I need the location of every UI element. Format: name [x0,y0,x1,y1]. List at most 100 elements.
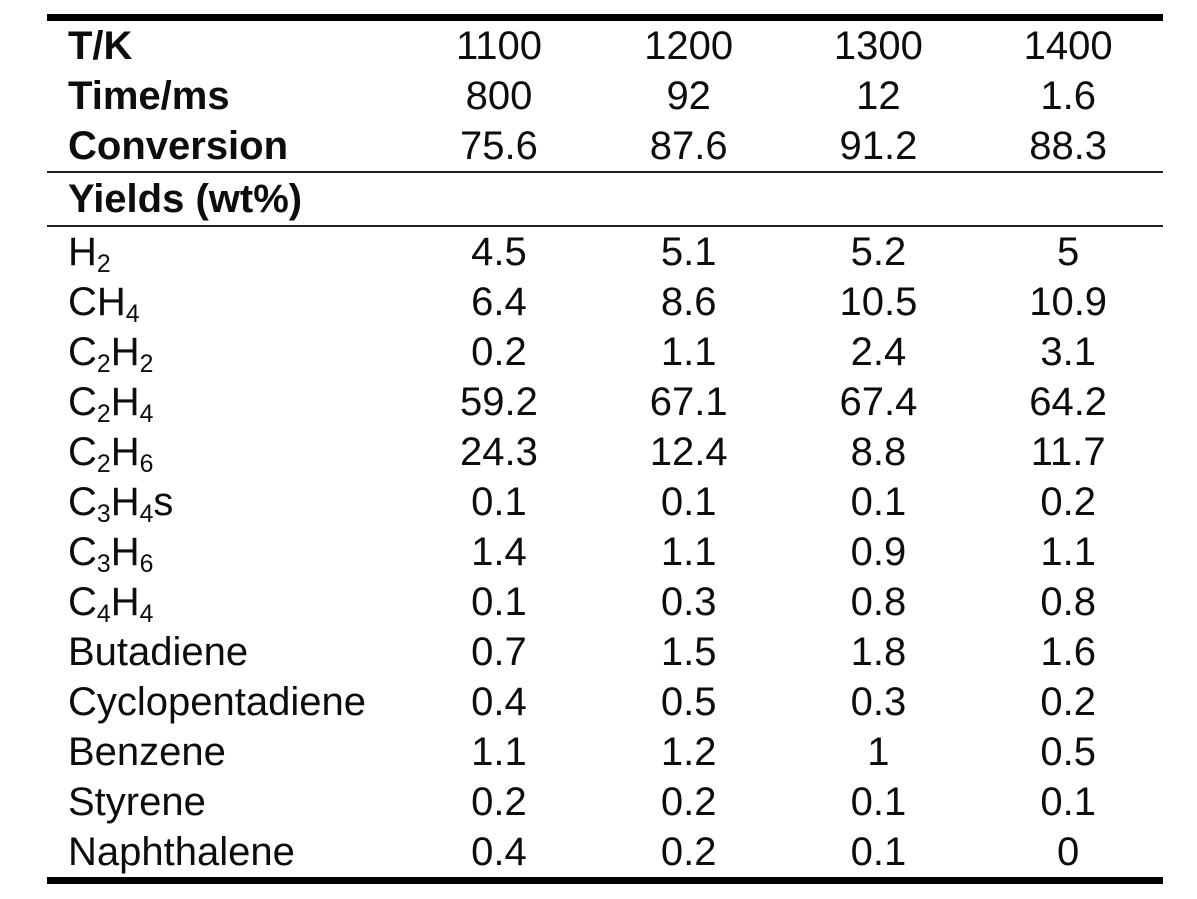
table-row: C2H6 24.3 12.4 8.8 11.7 [47,427,1163,477]
cell-value: 3.1 [1040,330,1096,374]
cell-value: 1.1 [660,330,717,374]
cell-value: 1400 [1023,24,1113,68]
row-label: Time/ms [68,74,230,118]
cell-value: 1100 [455,24,542,68]
cell-value: 1.5 [660,630,717,674]
row-label: C2H2 [68,330,154,378]
cell-value: 0.1 [850,780,907,824]
row-label: Naphthalene [68,830,295,874]
cell-value: 1.1 [660,530,717,574]
cell-value: 1.1 [471,730,527,774]
cell-value: 92 [666,74,711,118]
cell-value: 12 [856,74,901,118]
cell-value: 8.8 [850,430,907,474]
cell-value: 0.2 [660,780,717,824]
cell-value: 6.4 [471,280,527,324]
cell-value: 75.6 [460,124,538,168]
cell-value: 0.1 [850,830,907,874]
cell-value: 0.5 [660,680,717,724]
cell-value: 5 [1057,230,1080,274]
cell-value: 10.9 [1029,280,1108,324]
cell-value: 0.4 [471,680,527,724]
cell-value: 11.7 [1030,430,1106,474]
cell-value: 0.5 [1040,730,1096,774]
table-row: C3H4s 0.1 0.1 0.1 0.2 [47,477,1163,527]
cell-value: 1.6 [1040,630,1096,674]
cell-value: 10.5 [839,280,918,324]
pyrolysis-yields-table: T/K 1100 1200 1300 1400 Time/ms 800 92 12 1.6 Conv… [47,14,1163,884]
yields-section: H2 4.5 5.1 5.2 5 CH4 6.4 8.6 10.5 10.9 C2H2 0.2 1.1 2… [47,226,1163,881]
table-row: C2H2 0.2 1.1 2.4 3.1 [47,327,1163,377]
table-row: T/K 1100 1200 1300 1400 [47,18,1163,72]
table-row: H2 4.5 5.1 5.2 5 [47,226,1163,277]
cell-value: 5.1 [660,230,717,274]
cell-value: 0.2 [471,780,527,824]
cell-value: 88.3 [1029,124,1108,168]
cell-value: 0.2 [660,830,717,874]
cell-value: 91.2 [839,124,918,168]
table-row: Naphthalene 0.4 0.2 0.1 0 [47,827,1163,881]
row-label: H2 [68,230,111,278]
cell-value: 0.7 [471,630,527,674]
cell-value: 0.9 [850,530,907,574]
row-label: C4H4 [68,580,154,628]
table-row: C2H4 59.2 67.1 67.4 64.2 [47,377,1163,427]
cell-value: 1200 [644,24,734,68]
cell-value: 24.3 [460,430,538,474]
cell-value: 0.3 [850,680,907,724]
cell-value: 12.4 [649,430,728,474]
row-label: Styrene [68,780,206,824]
row-label: C2H6 [68,430,154,478]
cell-value: 67.1 [649,380,728,424]
row-label: C2H4 [68,380,154,428]
cell-value: 8.6 [660,280,717,324]
cell-value: 0.1 [1040,780,1096,824]
cell-value: 64.2 [1029,380,1108,424]
row-label: Benzene [68,730,226,774]
cell-value: 2.4 [850,330,907,374]
row-label: Conversion [68,124,289,168]
cell-value: 0.4 [471,830,527,874]
cell-value: 800 [465,74,533,118]
cell-value: 87.6 [649,124,728,168]
cell-value: 1.8 [850,630,907,674]
cell-value: 5.2 [850,230,907,274]
cell-value: 0.1 [850,480,907,524]
cell-value: 67.4 [839,380,918,424]
table-row: Styrene 0.2 0.2 0.1 0.1 [47,777,1163,827]
cell-value: 0.2 [471,330,527,374]
cell-value: 0.3 [660,580,717,624]
row-label: Cyclopentadiene [68,680,366,724]
cell-value: 0.1 [660,480,717,524]
cell-value: 0.8 [1040,580,1096,624]
row-label: C3H6 [68,530,154,578]
row-label: Butadiene [68,630,249,674]
cell-value: 1.2 [660,730,717,774]
table-row: CH4 6.4 8.6 10.5 10.9 [47,277,1163,327]
table-row: C4H4 0.1 0.3 0.8 0.8 [47,577,1163,627]
cell-value: 0.8 [850,580,907,624]
cell-value: 1300 [833,24,923,68]
row-label: C3H4s [68,480,174,528]
table-row: C3H6 1.4 1.1 0.9 1.1 [47,527,1163,577]
conditions-section: T/K 1100 1200 1300 1400 Time/ms 800 92 12 1.6 Conv… [47,18,1163,173]
cell-value: 0.1 [471,480,527,524]
cell-value: 1.4 [471,530,527,574]
section-header: Yields (wt%) [47,172,1163,226]
section-title: Yields (wt%) [68,177,303,221]
cell-value: 0 [1057,830,1080,874]
row-label: T/K [68,24,133,68]
row-label: CH4 [68,280,140,328]
cell-value: 1 [867,730,890,774]
table-row: Benzene 1.1 1.2 1 0.5 [47,727,1163,777]
cell-value: 0.1 [471,580,527,624]
cell-value: 0.2 [1040,480,1096,524]
cell-value: 1.1 [1040,530,1096,574]
table-row: Cyclopentadiene 0.4 0.5 0.3 0.2 [47,677,1163,727]
section-title-row: Yields (wt%) [47,172,1163,226]
table-row: Butadiene 0.7 1.5 1.8 1.6 [47,627,1163,677]
cell-value: 4.5 [471,230,527,274]
cell-value: 1.6 [1040,74,1096,118]
cell-value: 59.2 [460,380,538,424]
